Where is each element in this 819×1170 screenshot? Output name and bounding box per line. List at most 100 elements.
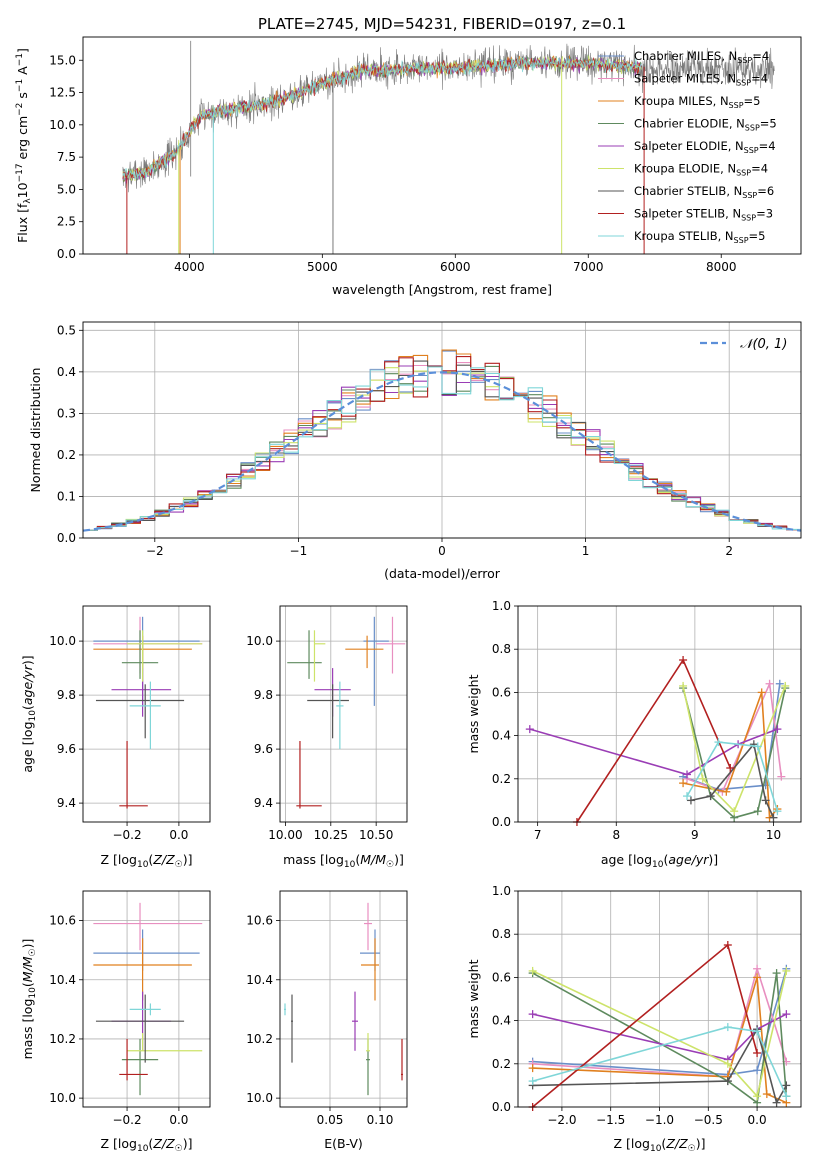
x-axis-label: E(B-V) bbox=[324, 1136, 363, 1151]
grid bbox=[518, 605, 801, 823]
y-tick-label: 0.1 bbox=[57, 489, 76, 503]
x-tick-label: 0.0 bbox=[169, 828, 188, 842]
ebv-vs-mass-axes: 0.05 0.10 10.0 10.2 10.4 10.6 E(B-V) bbox=[246, 890, 408, 1151]
x-tick-label: 5000 bbox=[307, 260, 338, 274]
legend: Chabrier MILES, NSSP=4 Salpeter MILES, NS… bbox=[598, 49, 777, 245]
model-spectrum-line bbox=[122, 57, 642, 181]
axes-frame bbox=[279, 890, 408, 1108]
y-tick-label: 10.2 bbox=[49, 1032, 76, 1046]
axes-frame bbox=[517, 890, 802, 1108]
y-tick-label: 10.0 bbox=[246, 1091, 273, 1105]
y-tick-label: 9.8 bbox=[57, 688, 76, 702]
axes-frame bbox=[82, 321, 802, 539]
axes-frame bbox=[517, 605, 802, 823]
x-tick-label: 8 bbox=[612, 828, 620, 842]
x-tick-label: 6000 bbox=[440, 260, 471, 274]
y-axis-label: mass [log10(M/M☉)] bbox=[20, 939, 38, 1060]
x-tick-label: 10.00 bbox=[268, 828, 302, 842]
y-axis-label: mass weight bbox=[466, 959, 481, 1038]
x-tick-label: 10.25 bbox=[314, 828, 348, 842]
series-line bbox=[532, 965, 788, 1078]
y-tick-label: 0.6 bbox=[492, 970, 511, 984]
x-tick-label: 0 bbox=[438, 544, 446, 558]
grid bbox=[83, 891, 210, 1107]
y-tick-label: 10.0 bbox=[246, 634, 273, 648]
x-tick-label: 4000 bbox=[174, 260, 205, 274]
x-tick-label: −2.0 bbox=[547, 1113, 576, 1127]
plot-area bbox=[93, 616, 203, 809]
x-tick-label: −0.2 bbox=[112, 1113, 141, 1127]
y-tick-label: 0.2 bbox=[492, 1057, 511, 1071]
y-tick-label: 0.0 bbox=[492, 815, 511, 829]
x-axis-label: age [log10(age/yr)] bbox=[601, 852, 718, 870]
x-tick-label: 7 bbox=[534, 828, 542, 842]
y-tick-label: 15.0 bbox=[49, 53, 76, 67]
legend-label: Salpeter MILES, NSSP=4 bbox=[634, 72, 768, 88]
y-tick-label: 0.6 bbox=[492, 685, 511, 699]
observed-spectrum bbox=[122, 43, 775, 193]
x-axis-label: Z [log10(Z/Z☉)] bbox=[101, 1136, 193, 1154]
axes-frame bbox=[279, 605, 408, 823]
spectrum-axes: 4000 5000 6000 7000 8000 0.0 2.5 5.0 7.5 10.0 12.5… bbox=[15, 36, 802, 297]
y-tick-label: 0.2 bbox=[492, 772, 511, 786]
y-tick-label: 2.5 bbox=[57, 215, 76, 229]
x-tick-label: 7000 bbox=[573, 260, 604, 274]
y-tick-label: 0.2 bbox=[57, 448, 76, 462]
y-tick-label: 0.8 bbox=[492, 642, 511, 656]
y-tick-label: 9.6 bbox=[254, 742, 273, 756]
y-axis-label: Flux [fλ10−17 erg cm−2 s−1 A−1] bbox=[15, 48, 33, 243]
y-axis-label: age [log10(age/yr)] bbox=[20, 655, 38, 772]
residuals-axes: −2 −1 0 1 2 0.0 0.1 0.2 0.3 0.4 0.5 (data-model)/er… bbox=[28, 321, 802, 581]
legend-label: Salpeter STELIB, NSSP=3 bbox=[634, 207, 773, 223]
x-tick-label: −1 bbox=[290, 544, 308, 558]
x-tick-label: −2 bbox=[146, 544, 164, 558]
y-tick-label: 0.4 bbox=[492, 1014, 511, 1028]
x-axis-label: mass [log10(M/M☉)] bbox=[283, 852, 404, 870]
x-tick-label: 0.10 bbox=[367, 1113, 394, 1127]
x-axis-label: (data-model)/error bbox=[384, 566, 501, 581]
series-line bbox=[532, 1026, 788, 1097]
y-tick-label: 9.6 bbox=[57, 742, 76, 756]
plot-area bbox=[284, 902, 403, 1096]
y-tick-label: 7.5 bbox=[57, 150, 76, 164]
legend-label: Kroupa ELODIE, NSSP=4 bbox=[634, 162, 768, 178]
Z-vs-age-axes: −0.2 0.0 9.4 9.6 9.8 10.0 Z [log10(Z/Z☉)] age [… bbox=[20, 605, 211, 870]
legend-label: Chabrier STELIB, NSSP=6 bbox=[634, 184, 774, 200]
y-tick-label: 10.2 bbox=[246, 1032, 273, 1046]
x-tick-label: −0.5 bbox=[694, 1113, 723, 1127]
plot-area bbox=[528, 941, 791, 1111]
plot-area bbox=[93, 902, 203, 1096]
legend-label: Salpeter ELODIE, NSSP=4 bbox=[634, 139, 776, 155]
y-tick-label: 10.4 bbox=[49, 973, 76, 987]
legend-label: Chabrier MILES, NSSP=4 bbox=[634, 49, 769, 65]
x-tick-label: 9 bbox=[691, 828, 699, 842]
plot-area bbox=[82, 349, 802, 532]
axes-frame bbox=[82, 605, 211, 823]
axes-frame bbox=[82, 890, 211, 1108]
x-tick-label: 10 bbox=[766, 828, 781, 842]
y-tick-label: 10.0 bbox=[49, 634, 76, 648]
series-line bbox=[576, 658, 732, 823]
x-tick-label: −1.0 bbox=[645, 1113, 674, 1127]
series-line bbox=[532, 968, 788, 1076]
legend-label: Kroupa STELIB, NSSP=5 bbox=[634, 229, 765, 245]
legend-label: Chabrier ELODIE, NSSP=5 bbox=[634, 117, 777, 133]
y-tick-label: 0.3 bbox=[57, 406, 76, 420]
y-tick-label: 0.0 bbox=[57, 531, 76, 545]
histogram-series bbox=[83, 349, 801, 531]
y-tick-label: 9.4 bbox=[254, 796, 273, 810]
x-tick-label: 10.50 bbox=[359, 828, 393, 842]
y-axis-label: Normed distribution bbox=[28, 368, 43, 493]
x-tick-label: −0.2 bbox=[112, 828, 141, 842]
y-tick-label: 0.0 bbox=[57, 247, 76, 261]
y-tick-label: 9.4 bbox=[57, 796, 76, 810]
y-tick-label: 12.5 bbox=[49, 86, 76, 100]
Z-vs-mass-axes: −0.2 0.0 10.0 10.2 10.4 10.6 Z [log10(Z/Z☉)] ma… bbox=[20, 890, 211, 1154]
grid bbox=[280, 891, 407, 1107]
plot-area bbox=[287, 616, 406, 809]
model-spectrum-line bbox=[122, 56, 642, 180]
legend: 𝒩(0, 1) bbox=[700, 337, 787, 352]
series-line bbox=[532, 1013, 787, 1061]
normal-reference-curve bbox=[82, 371, 802, 532]
